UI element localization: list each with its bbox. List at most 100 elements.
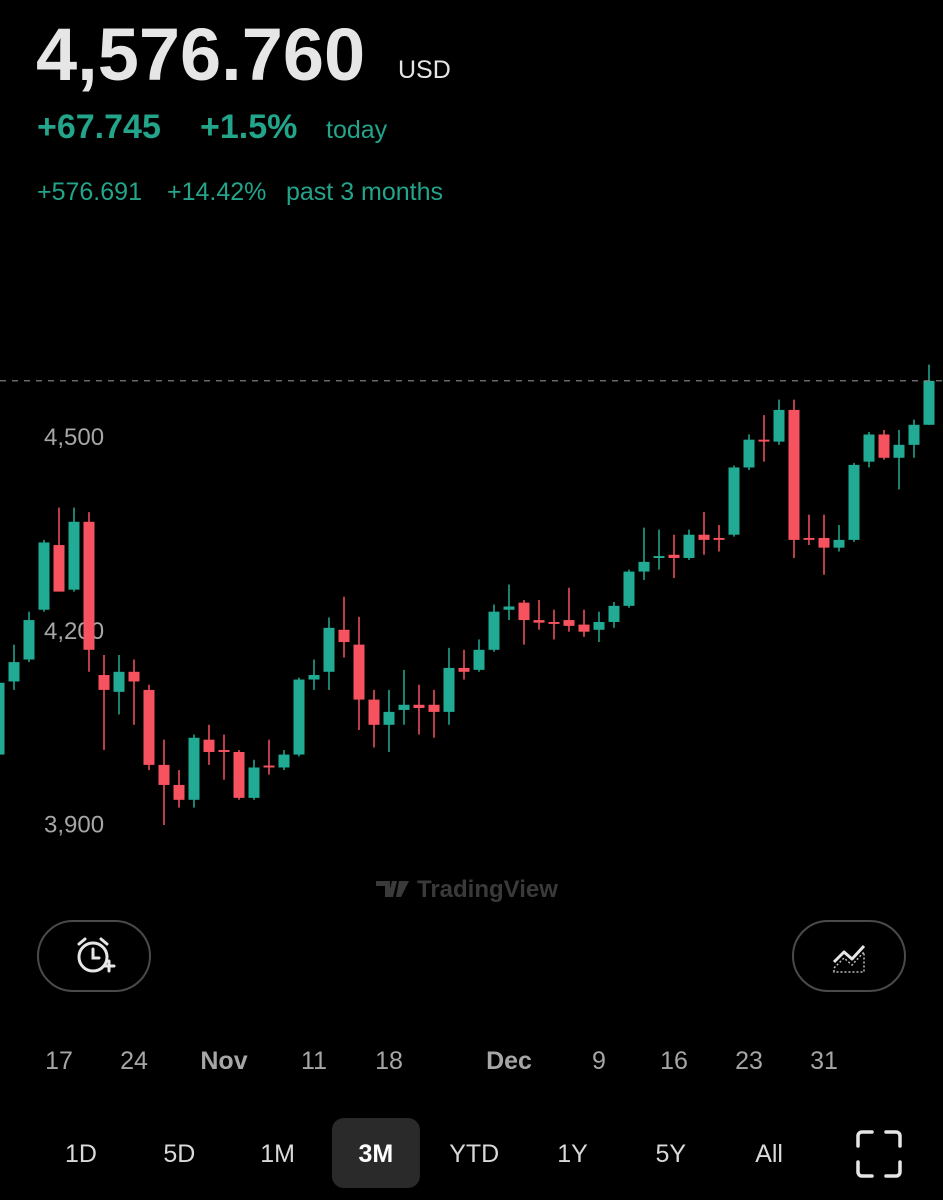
candle-body [38, 542, 50, 610]
candle-body [923, 380, 935, 425]
candle-body [863, 434, 875, 462]
candle-body [713, 537, 725, 540]
candle-body [53, 545, 65, 592]
range-button[interactable]: All [755, 1140, 783, 1168]
candle-body [308, 675, 320, 680]
candle-body [98, 675, 110, 690]
x-tick-label: Nov [200, 1047, 247, 1075]
candle-body [608, 605, 620, 623]
candle-body [728, 467, 740, 535]
watermark-logo [376, 881, 409, 897]
price: 4,576.760 [36, 13, 365, 96]
candle-body [473, 649, 485, 670]
candle-body [323, 627, 335, 672]
candle-body [338, 629, 350, 643]
x-tick-label: 23 [735, 1047, 763, 1075]
candle-body [443, 667, 455, 712]
candle-body [293, 679, 305, 755]
range-button[interactable]: 1M [260, 1140, 295, 1168]
candle-body [458, 667, 470, 672]
candle-body [668, 554, 680, 558]
candle-body [593, 622, 605, 630]
y-tick-label: 3,900 [44, 812, 104, 839]
candle-body [848, 464, 860, 540]
candle-body [188, 737, 200, 800]
candle-body [518, 602, 530, 621]
currency: USD [398, 56, 451, 84]
x-tick-label: 24 [120, 1047, 148, 1075]
candle-body [263, 765, 275, 768]
chart: 3,900 4,200 4,500 [0, 364, 943, 839]
candle-body [803, 537, 815, 540]
candle-body [653, 556, 665, 558]
range-button[interactable]: YTD [449, 1140, 499, 1168]
candle-body [173, 784, 185, 800]
chart-style-area [833, 950, 865, 973]
candle-body [818, 537, 830, 548]
candle-body [83, 521, 95, 650]
candle-body [8, 662, 20, 682]
range-button[interactable]: 1D [65, 1140, 97, 1168]
candle-body [563, 620, 575, 626]
change-period: +576.691 [37, 178, 142, 206]
x-tick-label: 18 [375, 1047, 403, 1075]
candle-body [218, 750, 230, 752]
range-button-highlight[interactable] [331, 1118, 420, 1188]
candle-body [248, 767, 260, 798]
alarm-icon [77, 941, 109, 973]
watermark: TradingView [376, 876, 558, 903]
candle-body [23, 620, 35, 660]
candle-body [143, 689, 155, 765]
candle-body [383, 711, 395, 725]
candle-body [833, 539, 845, 548]
candle-body [503, 606, 515, 610]
candle-body [878, 434, 890, 458]
candle-body [578, 624, 590, 632]
candle-body [683, 534, 695, 558]
alarm-plus [102, 959, 116, 973]
change-today: +67.745 [37, 108, 161, 146]
candle-body [533, 620, 545, 623]
candle-body [398, 704, 410, 710]
candle-body [698, 534, 710, 540]
candle-body [278, 754, 290, 768]
x-tick-label: Dec [486, 1047, 532, 1075]
candle-body [623, 571, 635, 606]
x-tick-label: 17 [45, 1047, 73, 1075]
candle-body [488, 611, 500, 650]
chart-style-line [832, 944, 866, 964]
range-button[interactable]: 5Y [656, 1140, 687, 1168]
fullscreen-icon [856, 1130, 902, 1178]
candle-body [638, 561, 650, 572]
candle-body [113, 671, 125, 692]
y-tick-label: 4,500 [44, 424, 104, 451]
candle-body [548, 622, 560, 624]
alert-button[interactable] [37, 920, 151, 992]
candle-body [353, 644, 365, 700]
candle-body [0, 682, 5, 755]
candle-body [413, 704, 425, 709]
x-tick-label: 16 [660, 1047, 688, 1075]
chart-style-button[interactable] [792, 920, 906, 992]
range-button[interactable]: 3M [359, 1140, 394, 1168]
candle-body [908, 424, 920, 445]
change-period-pct: +14.42% [167, 178, 266, 206]
candle-body [233, 751, 245, 798]
candle-body [203, 739, 215, 752]
range-button[interactable]: 1Y [557, 1140, 588, 1168]
fullscreen-button[interactable] [848, 1122, 910, 1184]
y-tick-label: 4,200 [44, 618, 104, 645]
watermark-text: TradingView [417, 876, 558, 903]
candle-body [428, 704, 440, 712]
x-tick-label: 9 [592, 1047, 606, 1075]
candle-body [158, 764, 170, 785]
today-label: today [326, 116, 388, 144]
alarm-icon-hands [77, 937, 109, 960]
period-label: past 3 months [286, 178, 443, 206]
candle-body [758, 439, 770, 442]
range-button[interactable]: 5D [163, 1140, 195, 1168]
candle-body [893, 444, 905, 458]
candle-body [773, 409, 785, 442]
